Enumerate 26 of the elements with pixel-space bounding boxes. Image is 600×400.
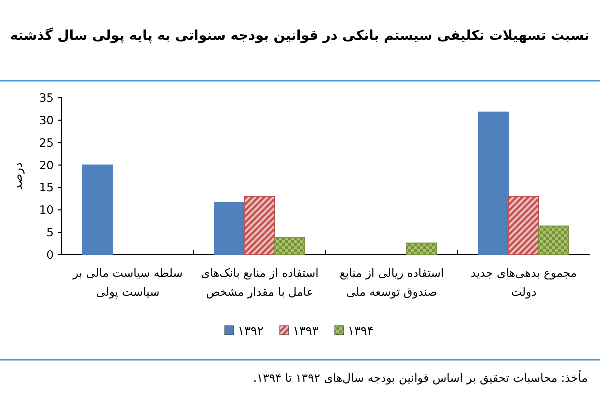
y-tick-label: 15	[39, 180, 54, 195]
legend-label: ۱۳۹۳	[293, 324, 320, 338]
x-tick-label: سلطه سیاست مالی بر سیاست پولی	[72, 266, 183, 299]
y-tick-label: 25	[39, 136, 54, 150]
bar	[508, 196, 540, 256]
y-tick-label: 35	[39, 91, 54, 105]
y-tick-label: 20	[39, 158, 54, 172]
bar	[244, 196, 276, 256]
x-tick-label: استفاده ریالی از منابع صندوق توسعه ملی	[340, 266, 444, 299]
legend-label: ۱۳۹۴	[348, 324, 374, 338]
x-tick-label: استفاده از منابع بانک‌های عامل با مقدار مشخص	[201, 266, 319, 299]
y-tick-label: 5	[46, 226, 54, 240]
y-axis-title: درصد	[11, 162, 25, 190]
bar	[214, 202, 246, 256]
bar	[82, 164, 114, 256]
bar	[478, 112, 510, 256]
y-tick-label: 10	[39, 203, 54, 218]
legend-label: ۱۳۹۲	[238, 324, 264, 338]
bar	[274, 237, 306, 256]
y-tick-label: 0	[46, 248, 54, 262]
chart-title: نسبت تسهیلات تکلیفی سیستم بانکی در قوانین بودجه سنواتی به پایه پولی سال گذشته	[10, 27, 590, 44]
text: مأخذ: محاسبات تحقیق بر اساس قوانین بودجه سال‌های ۱۳۹۲ تا ۱۳۹۴.	[253, 370, 588, 385]
x-tick-label: مجموع بدهی‌های جدید دولت	[470, 266, 578, 299]
bar	[406, 242, 438, 256]
bar	[538, 226, 570, 256]
y-tick-label: 30	[39, 113, 54, 128]
